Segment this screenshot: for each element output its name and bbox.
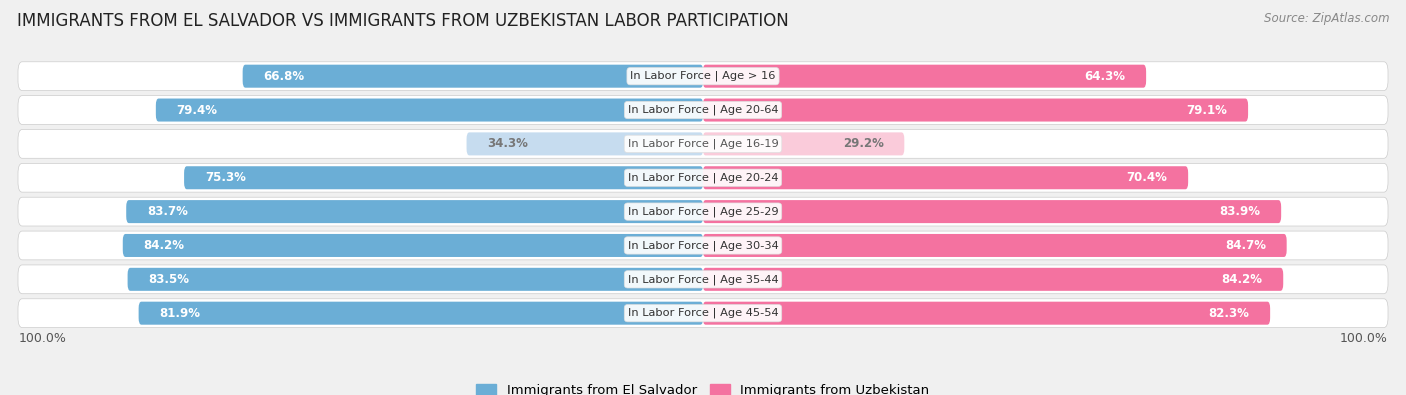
Text: In Labor Force | Age 25-29: In Labor Force | Age 25-29	[627, 206, 779, 217]
FancyBboxPatch shape	[184, 166, 703, 189]
FancyBboxPatch shape	[128, 268, 703, 291]
FancyBboxPatch shape	[703, 166, 1188, 189]
FancyBboxPatch shape	[703, 132, 904, 155]
FancyBboxPatch shape	[18, 197, 1388, 226]
FancyBboxPatch shape	[18, 299, 1388, 327]
FancyBboxPatch shape	[243, 65, 703, 88]
Text: 64.3%: 64.3%	[1084, 70, 1125, 83]
Text: 70.4%: 70.4%	[1126, 171, 1167, 184]
Text: 83.9%: 83.9%	[1219, 205, 1260, 218]
Text: 34.3%: 34.3%	[488, 137, 529, 150]
FancyBboxPatch shape	[703, 98, 1249, 122]
Text: 100.0%: 100.0%	[18, 332, 66, 345]
FancyBboxPatch shape	[703, 268, 1284, 291]
FancyBboxPatch shape	[156, 98, 703, 122]
FancyBboxPatch shape	[18, 231, 1388, 260]
Text: 84.7%: 84.7%	[1225, 239, 1265, 252]
Text: 84.2%: 84.2%	[143, 239, 184, 252]
FancyBboxPatch shape	[18, 130, 1388, 158]
FancyBboxPatch shape	[467, 132, 703, 155]
FancyBboxPatch shape	[703, 65, 1146, 88]
Text: 82.3%: 82.3%	[1208, 307, 1250, 320]
Text: In Labor Force | Age 45-54: In Labor Force | Age 45-54	[627, 308, 779, 318]
Text: 83.7%: 83.7%	[148, 205, 188, 218]
Text: 83.5%: 83.5%	[149, 273, 190, 286]
Text: 66.8%: 66.8%	[263, 70, 305, 83]
Text: 100.0%: 100.0%	[1340, 332, 1388, 345]
Text: 84.2%: 84.2%	[1222, 273, 1263, 286]
FancyBboxPatch shape	[122, 234, 703, 257]
Text: 79.1%: 79.1%	[1187, 103, 1227, 117]
Text: In Labor Force | Age 35-44: In Labor Force | Age 35-44	[627, 274, 779, 284]
Text: In Labor Force | Age 20-24: In Labor Force | Age 20-24	[627, 173, 779, 183]
Text: In Labor Force | Age 20-64: In Labor Force | Age 20-64	[627, 105, 779, 115]
FancyBboxPatch shape	[18, 265, 1388, 294]
FancyBboxPatch shape	[703, 200, 1281, 223]
Text: 79.4%: 79.4%	[177, 103, 218, 117]
FancyBboxPatch shape	[139, 302, 703, 325]
FancyBboxPatch shape	[18, 96, 1388, 124]
FancyBboxPatch shape	[703, 302, 1270, 325]
Text: Source: ZipAtlas.com: Source: ZipAtlas.com	[1264, 12, 1389, 25]
Text: 75.3%: 75.3%	[205, 171, 246, 184]
FancyBboxPatch shape	[703, 234, 1286, 257]
FancyBboxPatch shape	[18, 62, 1388, 90]
Text: In Labor Force | Age > 16: In Labor Force | Age > 16	[630, 71, 776, 81]
Text: In Labor Force | Age 30-34: In Labor Force | Age 30-34	[627, 240, 779, 251]
Text: IMMIGRANTS FROM EL SALVADOR VS IMMIGRANTS FROM UZBEKISTAN LABOR PARTICIPATION: IMMIGRANTS FROM EL SALVADOR VS IMMIGRANT…	[17, 12, 789, 30]
Text: 81.9%: 81.9%	[159, 307, 201, 320]
Text: In Labor Force | Age 16-19: In Labor Force | Age 16-19	[627, 139, 779, 149]
FancyBboxPatch shape	[18, 164, 1388, 192]
Legend: Immigrants from El Salvador, Immigrants from Uzbekistan: Immigrants from El Salvador, Immigrants …	[471, 378, 935, 395]
Text: 29.2%: 29.2%	[842, 137, 883, 150]
FancyBboxPatch shape	[127, 200, 703, 223]
